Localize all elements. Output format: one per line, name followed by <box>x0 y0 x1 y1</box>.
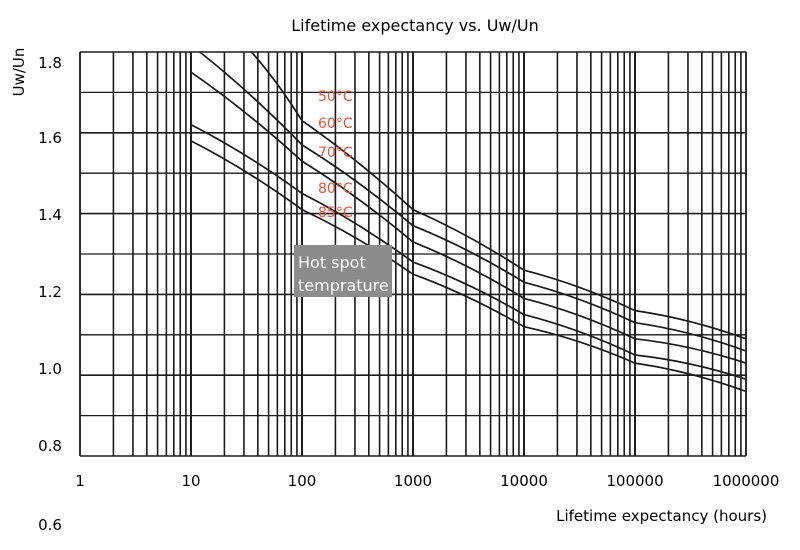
x-tick-label: 100000 <box>606 472 663 490</box>
y-tick-label: 0.6 <box>38 516 62 534</box>
series-label: 85°C <box>318 205 353 221</box>
x-tick-label: 1 <box>75 472 85 490</box>
y-tick-label: 1.6 <box>38 129 62 147</box>
y-axis-label: Uw/Un <box>10 48 28 97</box>
x-tick-label: 1000 <box>394 472 432 490</box>
y-tick-label: 1.8 <box>38 54 62 72</box>
x-tick-label: 100 <box>288 472 317 490</box>
x-tick-label: 1000000 <box>713 472 780 490</box>
series-label: 70°C <box>318 145 353 161</box>
series-line <box>190 123 747 381</box>
x-axis-label: Lifetime expectancy (hours) <box>556 507 767 525</box>
series-label: 50°C <box>318 89 353 105</box>
x-tick-label: 10000 <box>500 472 548 490</box>
series-line <box>199 51 747 352</box>
annotation-line-2: temprature <box>298 276 389 295</box>
grid <box>79 51 747 457</box>
series-label: 80°C <box>318 181 353 197</box>
y-tick-label: 1.2 <box>38 283 62 301</box>
annotation-background <box>294 245 392 297</box>
temperature-labels: 50°C 60°C 70°C 80°C 85°C <box>318 89 353 221</box>
annotation-line-1: Hot spot <box>298 253 366 272</box>
y-tick-label: 0.8 <box>38 437 62 455</box>
curves <box>190 51 747 393</box>
y-tick-labels: 1.8 1.6 1.4 1.2 1.0 0.8 0.6 <box>38 54 62 534</box>
y-tick-label: 1.4 <box>38 206 62 224</box>
series-line <box>190 140 747 393</box>
x-tick-labels: 1 10 100 1000 10000 100000 1000000 <box>75 472 779 490</box>
series-line <box>250 51 747 340</box>
series-label: 60°C <box>318 116 353 132</box>
hot-spot-annotation: Hot spot temprature <box>294 245 392 297</box>
x-tick-label: 10 <box>181 472 200 490</box>
chart-title: Lifetime expectancy vs. Uw/Un <box>291 16 538 35</box>
series-line <box>190 71 747 364</box>
y-tick-label: 1.0 <box>38 360 62 378</box>
